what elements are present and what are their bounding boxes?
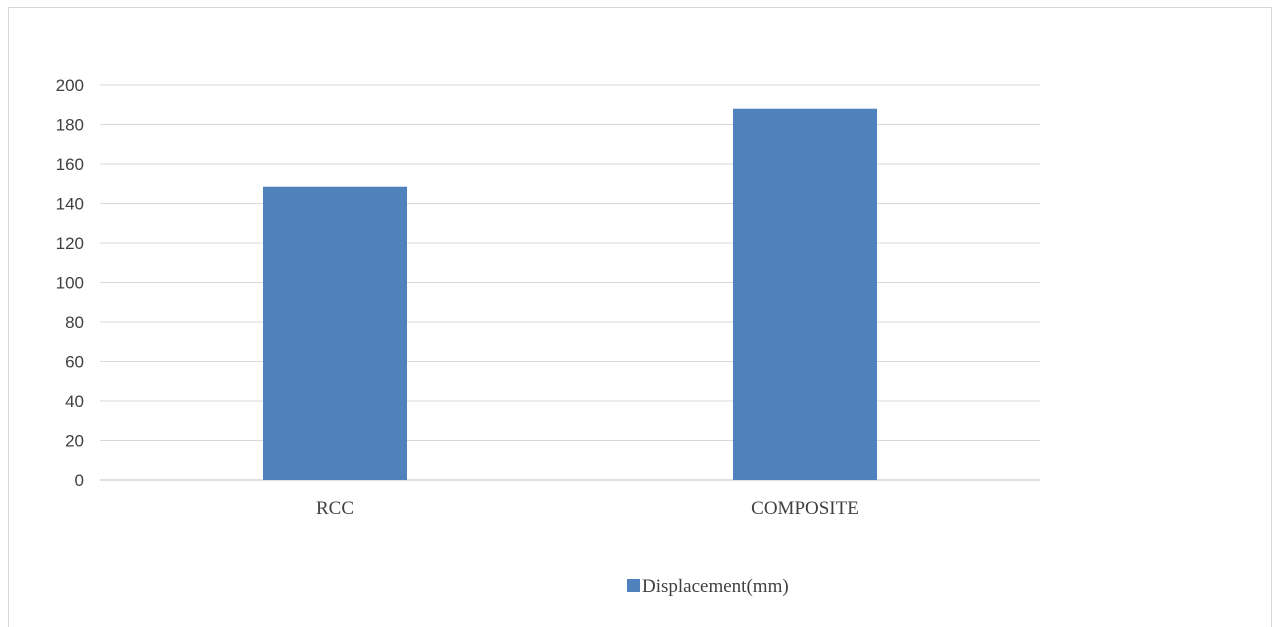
x-axis-ticks: RCC COMPOSITE (316, 498, 859, 519)
legend-label: Displacement(mm) (642, 576, 789, 597)
y-tick-label: 0 (75, 471, 84, 490)
y-axis-ticks: 0 20 40 60 80 100 120 140 160 180 200 (56, 76, 84, 490)
y-tick-label: 200 (56, 76, 84, 95)
x-tick-label: RCC (316, 498, 354, 519)
y-tick-label: 120 (56, 234, 84, 253)
bar-rcc (263, 186, 407, 480)
y-tick-label: 60 (65, 353, 84, 372)
x-tick-label: COMPOSITE (751, 498, 859, 519)
y-tick-label: 140 (56, 195, 84, 214)
y-tick-label: 40 (65, 392, 84, 411)
chart-frame (8, 7, 1272, 627)
y-tick-label: 80 (65, 313, 84, 332)
legend: Displacement(mm) (627, 576, 789, 597)
bars (263, 108, 877, 480)
y-tick-label: 20 (65, 432, 84, 451)
gridlines (100, 84, 1040, 481)
legend-swatch (627, 579, 640, 592)
bar-composite (733, 108, 877, 480)
y-tick-label: 160 (56, 155, 84, 174)
y-tick-label: 180 (56, 116, 84, 135)
y-tick-label: 100 (56, 274, 84, 293)
